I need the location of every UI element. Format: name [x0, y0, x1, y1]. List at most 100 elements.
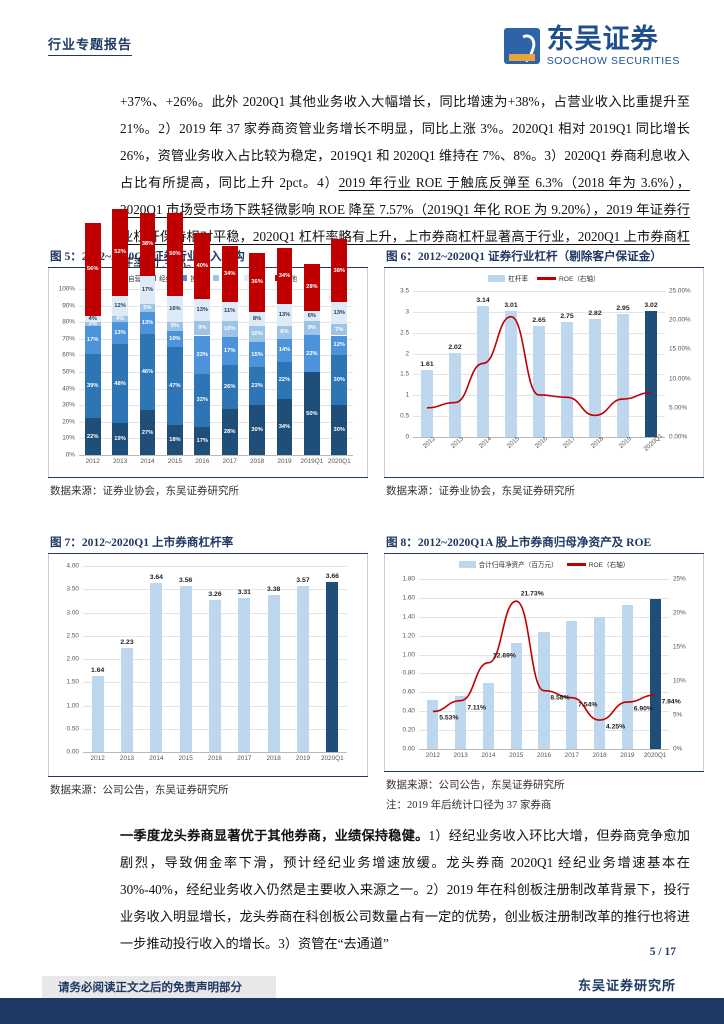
- line-value-1: 5.53%: [439, 714, 459, 722]
- legend-swatch-4: [212, 275, 219, 281]
- stack-segment: 4%: [84, 315, 101, 323]
- bar-7: [267, 594, 280, 752]
- bar-6: [238, 598, 251, 752]
- bar-4: [505, 311, 517, 437]
- bar-value-4: 3.56: [179, 577, 193, 585]
- x-axis-label-5: 2016: [195, 458, 210, 465]
- x-axis-label-8: 2019: [620, 752, 635, 759]
- gridline-5: [79, 388, 353, 390]
- bar-value-1: 1.61: [420, 360, 434, 368]
- stack-segment: 40%: [194, 232, 211, 299]
- axis-tick-left-10: 1.80: [402, 575, 415, 583]
- line-value-6: 7.54%: [578, 701, 598, 709]
- axis-tick-right-5: 20.00%: [669, 316, 691, 324]
- footer-bar: [0, 998, 724, 1024]
- figure-6-source: 数据来源：证券业协会，东吴证券研究所: [384, 477, 704, 498]
- figure-6-plot: 0 0.5 1 1.5 2 2.5 3 3.5 0.00% 5.00% 10.00% 15.00% 20…: [400, 288, 691, 453]
- body-paragraph-bottom: 一季度龙头券商显著优于其他券商，业绩保持稳健。1）经纪业务收入环比大增，但券商竞…: [120, 822, 690, 957]
- line-value-9: 7.94%: [661, 698, 681, 706]
- x-axis-label-6: 2017: [564, 752, 579, 759]
- bar-value-5: 2.65: [532, 317, 546, 325]
- bar-7: [594, 616, 606, 749]
- x-axis-label-10: 2020Q1: [327, 458, 351, 465]
- paragraph-bottom-lead: 一季度龙头券商显著优于其他券商，业绩保持稳健。: [120, 828, 429, 843]
- gridline-7: [79, 355, 353, 357]
- bar-3: [150, 582, 163, 752]
- gridline-1: [419, 749, 669, 750]
- axis-tick-left-8: 70%: [62, 335, 75, 343]
- gridline-4: [79, 405, 353, 407]
- figure-7-plot: 0.00 0.50 1.00 1.50 2.00 2.50 3.00 3.50 4.00 2012…: [67, 563, 347, 762]
- stack-segment: 38%: [139, 212, 156, 276]
- gridline-9: [83, 566, 347, 567]
- stack-segment: 32%: [194, 373, 211, 427]
- bar-value-9: 3.66: [325, 572, 339, 580]
- stack-segment: 13%: [194, 298, 211, 321]
- bar-value-5: 3.26: [208, 591, 222, 599]
- axis-tick-left-7: 60%: [62, 351, 75, 359]
- axis-tick-right-3: 10%: [673, 677, 686, 685]
- stack-segment: 7%: [331, 323, 348, 336]
- figure-8-note: 注：2019 年后统计口径为 37 家券商: [386, 800, 552, 811]
- stack-segment: 16%: [166, 295, 183, 323]
- bar-value-3: 3.64: [149, 573, 163, 581]
- legend-swatch-2: [566, 562, 586, 566]
- x-axis-label-8: 2019: [295, 755, 311, 762]
- x-axis-label-8: 2019: [277, 458, 292, 465]
- gridline-2: [79, 438, 353, 440]
- logo-english-name: SOOCHOW SECURITIES: [546, 55, 680, 67]
- bar-value-9: 3.02: [644, 302, 658, 310]
- bar-8: [617, 313, 629, 437]
- bar-value-4: 3.01: [504, 302, 518, 310]
- x-axis-label-2: 2013: [453, 752, 468, 759]
- axis-tick-left-1: 0%: [65, 451, 75, 459]
- line-value-4: 21.73%: [520, 590, 544, 598]
- x-axis-label-4: 2015: [509, 752, 524, 759]
- axis-tick-left-3: 1.00: [66, 702, 79, 709]
- axis-tick-left-11: 100%: [58, 285, 75, 293]
- bar-9: [645, 311, 657, 437]
- legend-swatch-3: [181, 275, 188, 281]
- axis-tick-left-8: 3.5: [400, 287, 409, 295]
- footer-disclaimer: 请务必阅读正文之后的免责声明部分: [42, 976, 276, 998]
- gridline-3: [79, 421, 353, 423]
- figure-7-rule: [48, 553, 368, 554]
- axis-tick-left-3: 1: [405, 391, 409, 399]
- stack-segment: 14%: [276, 338, 293, 363]
- bar-value-7: 2.82: [588, 310, 602, 318]
- axis-tick-left-4: 0.60: [402, 688, 415, 696]
- roe-line-series: [413, 291, 665, 437]
- stack-segment: 11%: [221, 302, 238, 321]
- x-axis-label-9: 2019Q1: [300, 458, 324, 465]
- legend-swatch-5: [243, 275, 250, 281]
- gridline-6: [79, 372, 353, 373]
- axis-tick-right-2: 5.00%: [669, 404, 688, 412]
- axis-tick-left-6: 1.00: [402, 651, 415, 659]
- bar-4: [510, 643, 522, 749]
- bar-1: [421, 369, 433, 437]
- axis-tick-left-3: 20%: [62, 418, 75, 426]
- legend-label-1: 杠杆率: [508, 276, 529, 283]
- legend-swatch-2: [537, 276, 557, 280]
- x-axis-label-1: 2012: [85, 458, 100, 465]
- x-axis-label-2: 2013: [112, 458, 128, 465]
- legend-label-2: 经纪: [159, 276, 173, 283]
- figure-7-plot-area: 0.00 0.50 1.00 1.50 2.00 2.50 3.00 3.50 4.00 2012…: [49, 554, 367, 776]
- figure-8: 图 8：2012~2020Q1A 股上市券商归母净资产及 ROE 合计归母净资产…: [384, 534, 704, 812]
- gridline-7: [413, 311, 665, 313]
- legend-label-1: 合计归母净资产（百万元）: [478, 562, 558, 569]
- bar-6: [566, 620, 578, 749]
- axis-tick-right-6: 25.00%: [669, 287, 691, 295]
- bar-3: [482, 682, 494, 749]
- figure-5-plot-area: 0% 10% 20% 30% 40% 50% 60% 70% 80% 90% 100% 2012 201…: [49, 209, 367, 477]
- report-type-tag: 行业专题报告: [48, 34, 133, 56]
- stack-segment: 12%: [331, 335, 348, 356]
- stack-segment: 15%: [249, 342, 266, 368]
- figure-7-title: 图 7：2012~2020Q1 上市券商杠杆率: [50, 536, 234, 549]
- stack-segment: 30%: [331, 405, 348, 455]
- figure-5-plot: 0% 10% 20% 30% 40% 50% 60% 70% 80% 90% 100% 2012 201…: [59, 209, 353, 465]
- legend-label-2: ROE（右轴）: [559, 276, 600, 283]
- page-header: 行业专题报告 东吴证券 SOOCHOW SECURITIES: [0, 22, 724, 80]
- bar-1: [427, 699, 439, 749]
- axis-tick-right-3: 10.00%: [669, 375, 691, 383]
